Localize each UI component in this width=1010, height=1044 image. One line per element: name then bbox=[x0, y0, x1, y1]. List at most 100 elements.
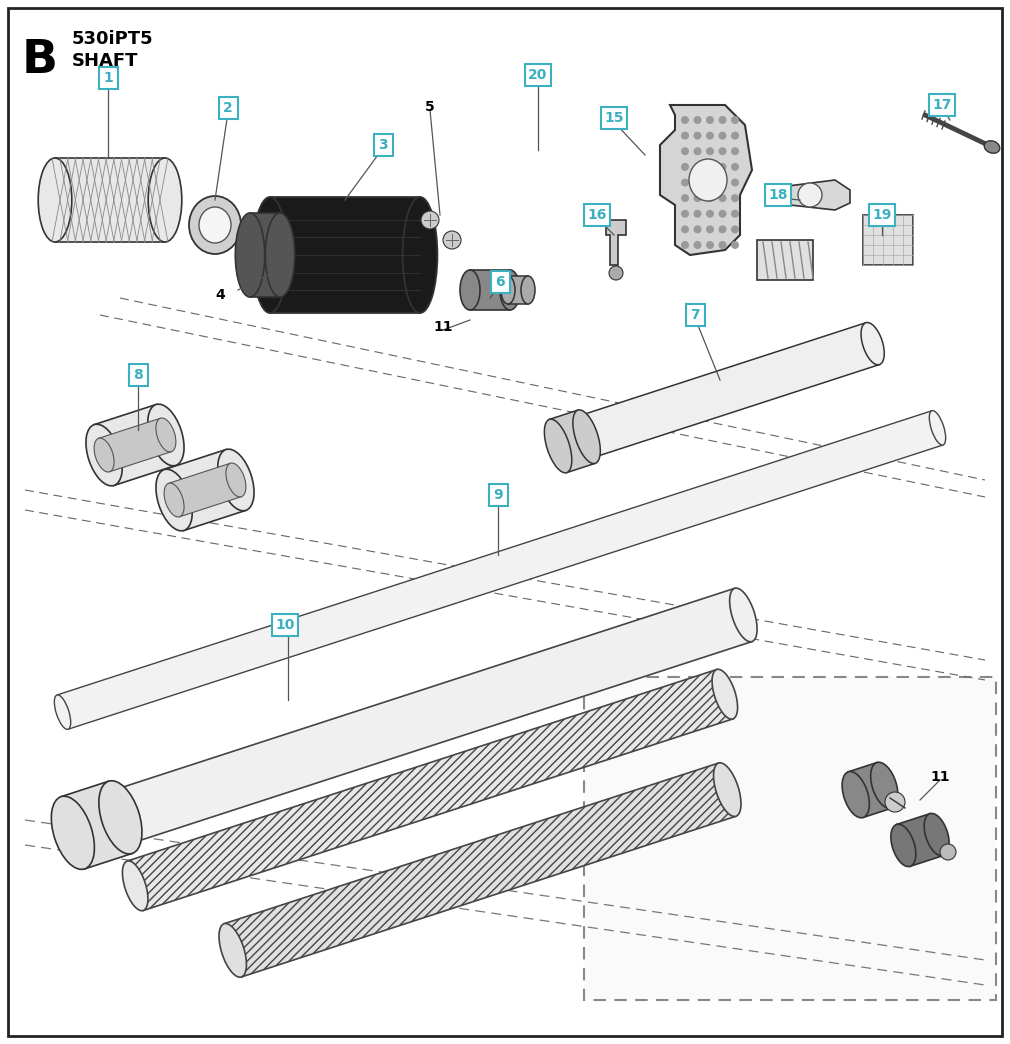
Ellipse shape bbox=[729, 588, 758, 642]
Ellipse shape bbox=[226, 462, 245, 497]
Circle shape bbox=[706, 194, 714, 203]
FancyBboxPatch shape bbox=[765, 184, 791, 206]
FancyBboxPatch shape bbox=[272, 614, 298, 636]
Ellipse shape bbox=[266, 213, 295, 296]
Circle shape bbox=[706, 226, 714, 234]
Ellipse shape bbox=[164, 483, 184, 517]
Circle shape bbox=[718, 194, 726, 203]
Ellipse shape bbox=[713, 763, 741, 816]
Text: 2: 2 bbox=[223, 101, 233, 115]
Text: 18: 18 bbox=[769, 188, 788, 201]
Ellipse shape bbox=[147, 404, 184, 466]
Polygon shape bbox=[165, 450, 245, 530]
FancyBboxPatch shape bbox=[686, 304, 705, 326]
Polygon shape bbox=[581, 323, 880, 457]
Ellipse shape bbox=[929, 410, 945, 445]
Text: 8: 8 bbox=[133, 367, 142, 382]
Text: 11: 11 bbox=[930, 770, 949, 784]
Text: 11: 11 bbox=[433, 321, 452, 334]
Ellipse shape bbox=[148, 158, 182, 242]
Circle shape bbox=[706, 163, 714, 171]
Circle shape bbox=[681, 116, 689, 124]
Circle shape bbox=[706, 241, 714, 250]
Circle shape bbox=[731, 132, 739, 140]
Circle shape bbox=[609, 266, 623, 280]
Circle shape bbox=[798, 183, 822, 207]
Text: 9: 9 bbox=[493, 488, 503, 502]
Ellipse shape bbox=[94, 438, 114, 472]
Ellipse shape bbox=[501, 276, 515, 304]
Circle shape bbox=[681, 147, 689, 156]
Text: 19: 19 bbox=[873, 208, 892, 222]
Circle shape bbox=[731, 194, 739, 203]
Text: 530iPT5: 530iPT5 bbox=[72, 30, 154, 48]
Text: 16: 16 bbox=[587, 208, 607, 222]
Circle shape bbox=[706, 179, 714, 187]
Ellipse shape bbox=[891, 824, 916, 867]
Circle shape bbox=[694, 179, 702, 187]
Ellipse shape bbox=[156, 469, 192, 531]
Polygon shape bbox=[250, 213, 280, 296]
Circle shape bbox=[718, 116, 726, 124]
Circle shape bbox=[718, 241, 726, 250]
Text: 4: 4 bbox=[215, 288, 225, 302]
Ellipse shape bbox=[99, 781, 142, 854]
Polygon shape bbox=[660, 105, 752, 255]
Polygon shape bbox=[57, 410, 943, 730]
Ellipse shape bbox=[218, 449, 255, 511]
Circle shape bbox=[731, 163, 739, 171]
Ellipse shape bbox=[500, 270, 520, 310]
Text: 1: 1 bbox=[103, 71, 113, 85]
Polygon shape bbox=[897, 813, 943, 867]
Text: 17: 17 bbox=[932, 98, 951, 112]
Polygon shape bbox=[88, 589, 752, 852]
Polygon shape bbox=[270, 197, 420, 313]
Circle shape bbox=[731, 226, 739, 234]
Circle shape bbox=[706, 132, 714, 140]
FancyBboxPatch shape bbox=[489, 484, 507, 506]
Ellipse shape bbox=[219, 924, 246, 977]
Polygon shape bbox=[863, 215, 913, 265]
FancyBboxPatch shape bbox=[374, 134, 393, 156]
Polygon shape bbox=[169, 464, 241, 517]
Polygon shape bbox=[775, 180, 850, 210]
Ellipse shape bbox=[252, 197, 288, 313]
Circle shape bbox=[694, 194, 702, 203]
Circle shape bbox=[681, 226, 689, 234]
Circle shape bbox=[681, 163, 689, 171]
Polygon shape bbox=[55, 158, 165, 242]
Ellipse shape bbox=[521, 276, 535, 304]
Text: 6: 6 bbox=[495, 275, 505, 289]
Circle shape bbox=[731, 210, 739, 218]
Ellipse shape bbox=[83, 799, 110, 852]
Circle shape bbox=[694, 241, 702, 250]
Text: 15: 15 bbox=[604, 111, 624, 125]
Circle shape bbox=[706, 210, 714, 218]
Text: SHAFT: SHAFT bbox=[72, 52, 138, 70]
FancyBboxPatch shape bbox=[491, 271, 509, 293]
FancyBboxPatch shape bbox=[929, 94, 955, 116]
Ellipse shape bbox=[984, 141, 1000, 153]
Text: 10: 10 bbox=[276, 618, 295, 632]
Circle shape bbox=[940, 844, 956, 860]
Polygon shape bbox=[62, 781, 132, 869]
Text: 7: 7 bbox=[690, 308, 700, 322]
Ellipse shape bbox=[544, 419, 572, 473]
Polygon shape bbox=[224, 763, 736, 977]
Ellipse shape bbox=[403, 197, 437, 313]
Circle shape bbox=[681, 179, 689, 187]
Polygon shape bbox=[758, 240, 813, 280]
Circle shape bbox=[718, 226, 726, 234]
Ellipse shape bbox=[189, 196, 241, 254]
Polygon shape bbox=[99, 419, 172, 472]
Circle shape bbox=[718, 147, 726, 156]
Circle shape bbox=[694, 226, 702, 234]
Circle shape bbox=[731, 147, 739, 156]
Polygon shape bbox=[606, 220, 626, 265]
Ellipse shape bbox=[52, 797, 94, 870]
Circle shape bbox=[718, 163, 726, 171]
Circle shape bbox=[706, 147, 714, 156]
FancyBboxPatch shape bbox=[601, 106, 627, 129]
Circle shape bbox=[694, 147, 702, 156]
Circle shape bbox=[694, 132, 702, 140]
